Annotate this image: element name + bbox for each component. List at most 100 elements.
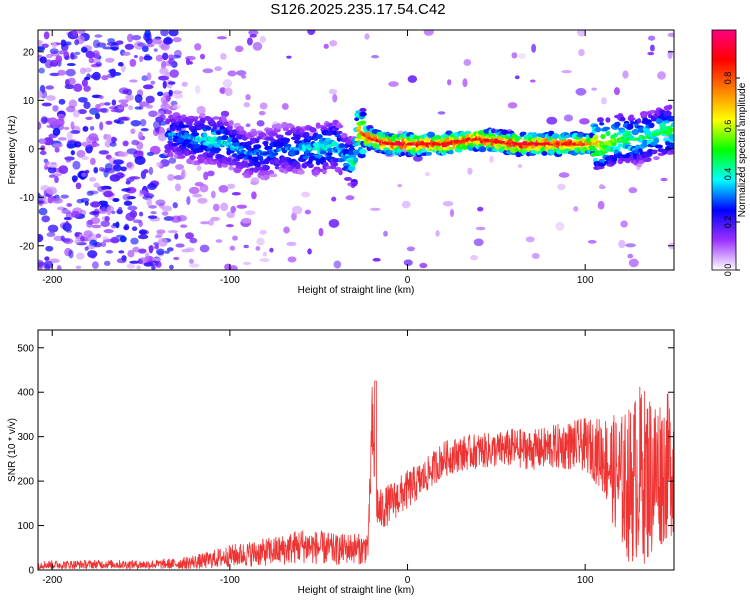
spectrogram-cell — [47, 117, 58, 126]
spectrogram-cell — [551, 133, 560, 139]
spectrogram-cell — [128, 105, 134, 111]
spectrogram-cell — [67, 77, 76, 85]
spectrogram-cell — [660, 177, 668, 182]
spectrogram-cell — [226, 124, 233, 131]
spectrogram-cell — [145, 104, 153, 109]
spectrogram-cell — [80, 46, 88, 53]
spectrogram-cell — [216, 36, 227, 40]
spectrogram-cell — [240, 130, 247, 136]
spectrogram-cell — [57, 69, 67, 76]
spectrogram-cell — [83, 85, 91, 92]
spectrogram-cell — [118, 99, 129, 104]
spectrogram-cell — [319, 150, 327, 155]
spectrogram-cell — [68, 99, 78, 109]
spectrogram-cell — [88, 57, 94, 64]
spectrogram-cell — [140, 127, 149, 132]
spectrogram-cell — [199, 184, 209, 193]
spectrogram-cell — [220, 202, 229, 212]
spectrogram-cell — [44, 256, 50, 261]
spectrogram-cell — [165, 109, 173, 115]
spectrogram-cell — [162, 80, 167, 89]
spectrogram-cell — [588, 147, 598, 152]
spectrogram-cell — [38, 233, 44, 243]
spectrogram-cell — [72, 177, 77, 183]
spectrogram-cell — [166, 247, 174, 252]
spectrogram-cell — [555, 221, 565, 231]
spectrogram-cell — [154, 243, 159, 250]
spectrogram-cell — [51, 41, 57, 49]
spectrogram-cell — [74, 51, 81, 56]
colorbar-tick-label: 0.8 — [723, 72, 733, 85]
spectrogram-cell — [117, 206, 123, 212]
spectrogram-cell — [172, 202, 178, 209]
spectrogram-cell — [199, 118, 206, 124]
spectrogram-cell — [103, 190, 114, 198]
spectrogram-cell — [141, 75, 149, 82]
spectrogram-cell — [168, 58, 176, 65]
spectrogram-cell — [125, 94, 134, 101]
spectrogram-cell — [374, 144, 381, 150]
spectrogram-cell — [90, 74, 99, 80]
spectrogram-cell — [65, 68, 76, 77]
spectrogram-cell — [287, 129, 295, 134]
spectrogram-cell — [60, 39, 67, 47]
spectrogram-cell — [511, 52, 518, 59]
spectrogram-cell — [103, 229, 114, 234]
spectrogram-cell — [202, 68, 214, 74]
spectrogram-cell — [238, 126, 244, 131]
spectrogram-cell — [111, 210, 116, 215]
spectrogram-cell — [103, 102, 111, 106]
spectrogram-cell — [65, 157, 72, 163]
spectrogram-cell — [579, 118, 590, 125]
spectrogram-cell — [558, 172, 570, 178]
spectrogram-cell — [355, 110, 361, 114]
spectrogram-cell — [158, 120, 167, 126]
colorbar-tick-label: 0.2 — [723, 216, 733, 229]
spectrogram-cell — [136, 265, 141, 270]
spectrogram-cell — [364, 33, 370, 40]
spectrogram-cell — [161, 52, 169, 61]
spectrogram-cell — [531, 43, 537, 53]
spectrogram-cell — [147, 183, 157, 191]
spectrogram-cell — [176, 137, 184, 144]
spectrogram-cell — [387, 149, 394, 154]
spectrogram-cell — [400, 151, 406, 157]
spectrogram-cell — [157, 237, 168, 247]
snr-series-line — [38, 380, 674, 570]
spectrogram-cell — [47, 224, 59, 233]
spectrogram-cell — [189, 155, 196, 160]
spectrogram-cell — [605, 130, 611, 137]
spectrogram-cell — [520, 131, 527, 136]
spectrogram-cell — [54, 175, 59, 184]
spectrogram-cell — [262, 251, 268, 257]
spectrogram-cell — [207, 151, 216, 157]
spectrogram-cell — [146, 72, 152, 81]
spectrogram-cell — [91, 224, 102, 229]
spectrogram-cell — [281, 121, 289, 129]
spectrogram-cell — [38, 200, 45, 204]
spectrogram-cell — [98, 200, 109, 206]
spectrogram-cell — [353, 149, 360, 156]
spectrogram-cell — [546, 116, 558, 125]
spectrogram-cell — [125, 180, 131, 185]
spectrogram-cell — [388, 81, 399, 87]
spectrogram-cell — [55, 55, 63, 64]
snr-frame — [37, 329, 675, 571]
spectrogram-cell — [200, 221, 210, 225]
spectrogram-cell — [113, 159, 124, 165]
spectrogram-cell — [81, 172, 87, 177]
spectrogram-cell — [160, 103, 171, 111]
spectrogram-cell — [649, 44, 655, 52]
spectrogram-cell — [95, 62, 103, 67]
spectrogram-cell — [141, 45, 149, 53]
spectrogram-cell — [180, 224, 188, 228]
spectrogram-cell — [662, 120, 670, 124]
spectrogram-cell — [70, 54, 78, 60]
spectrogram-cell — [338, 169, 343, 176]
y-tick-label: 200 — [17, 477, 34, 488]
spectrogram-cell — [180, 171, 186, 179]
snr-y-ticks: 0 100 200 300 400 500 — [17, 343, 674, 577]
spectrogram-cell — [185, 57, 191, 66]
spectrogram-cell — [225, 157, 232, 162]
spectrogram-cell — [85, 116, 93, 120]
